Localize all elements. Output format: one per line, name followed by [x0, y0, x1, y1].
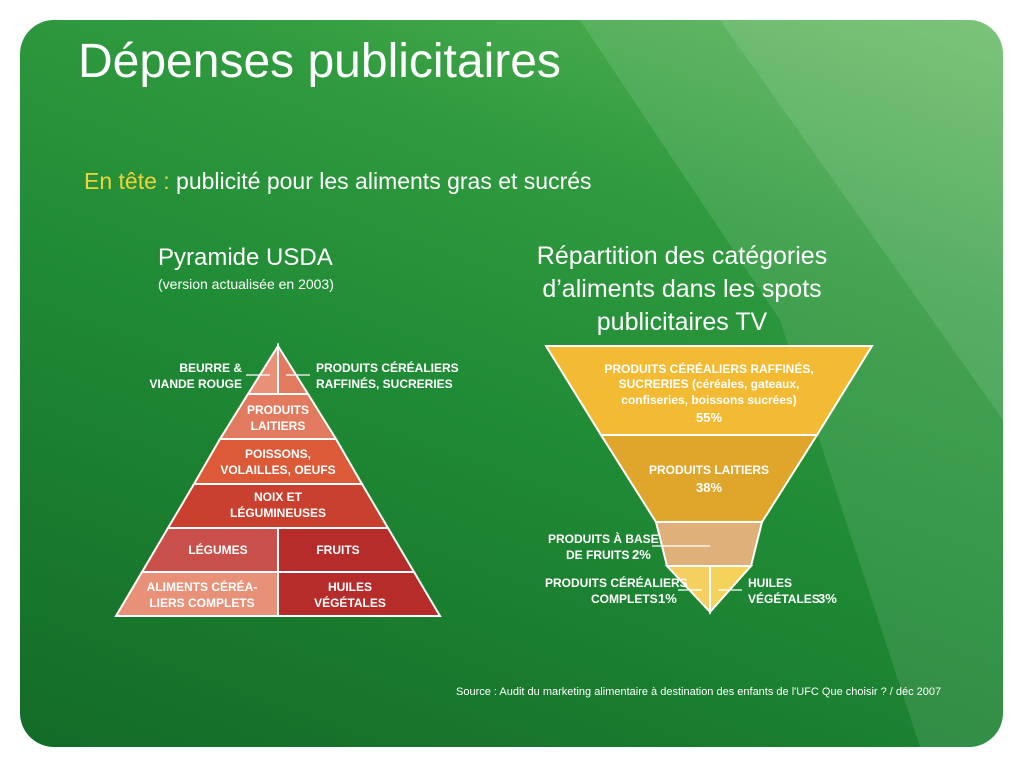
label-refined-1: PRODUITS CÉRÉALIERS: [316, 360, 459, 375]
label-butter-1: BEURRE &: [179, 361, 242, 375]
label-oils-1: HUILES: [328, 580, 372, 594]
pyramid-fish: [192, 438, 364, 485]
label-dairy-2: LAITIERS: [251, 419, 306, 433]
tv-chart-title: Répartition des catégories d’aliments da…: [536, 242, 828, 336]
pyramid-subtitle: (version actualisée en 2003): [158, 276, 334, 292]
pyramid-title: Pyramide USDA: [158, 244, 333, 271]
tv-label-refined-3: confiseries, boissons sucrées): [621, 393, 796, 407]
tv-segment-oils: [709, 565, 754, 615]
tv-label-oils-2: VÉGÉTALES: [748, 591, 820, 606]
label-fish-1: POISSONS,: [245, 447, 311, 461]
slide-title: Dépenses publicitaires: [78, 35, 561, 88]
slide-subtitle: En tête : publicité pour les aliments gr…: [84, 168, 592, 195]
source-note: Source : Audit du marketing alimentaire …: [456, 686, 942, 698]
pyramid-apex-left: [246, 342, 279, 395]
label-fish-2: VOLAILLES, OEUFS: [220, 463, 335, 477]
tv-label-refined-1: PRODUITS CÉRÉALIERS RAFFINÉS,: [604, 361, 813, 376]
pyramid-oils: [277, 571, 442, 617]
tv-segment-fruits: [654, 521, 764, 567]
label-dairy-1: PRODUITS: [247, 403, 309, 417]
tv-label-fruits-2: DE FRUITS: [566, 548, 629, 562]
tv-label-fruits-1: PRODUITS À BASE: [548, 531, 659, 546]
tv-label-whole-1: PRODUITS CÉRÉALIERS: [545, 575, 688, 590]
subtitle-lead: En tête :: [84, 168, 170, 194]
label-whole-1: ALIMENTS CÉRÉA-: [147, 579, 258, 594]
label-nuts-2: LÉGUMINEUSES: [230, 505, 326, 520]
label-butter-2: VIANDE ROUGE: [149, 377, 242, 391]
tv-inverted-pyramid: PRODUITS CÉRÉALIERS RAFFINÉS, SUCRERIES …: [544, 345, 874, 615]
subtitle-rest: publicité pour les aliments gras et sucr…: [169, 168, 592, 194]
usda-pyramid: BEURRE & VIANDE ROUGE PRODUITS CÉRÉALIER…: [114, 342, 459, 617]
label-whole-2: LIERS COMPLETS: [149, 596, 254, 610]
tv-label-oils-1: HUILES: [748, 576, 792, 590]
tv-pct-refined: 55%: [696, 410, 722, 425]
label-vegetables: LÉGUMES: [188, 542, 247, 557]
tv-label-whole-2: COMPLETS: [591, 592, 658, 606]
tv-pct-whole: 1%: [658, 591, 677, 606]
tv-label-refined-2: SUCRERIES (céréales, gateaux,: [619, 377, 800, 391]
tv-pct-oils: 3%: [818, 591, 837, 606]
tv-label-dairy: PRODUITS LAITIERS: [649, 463, 769, 477]
label-oils-2: VÉGÉTALES: [314, 595, 386, 610]
label-fruits: FRUITS: [316, 543, 359, 557]
tv-pct-dairy: 38%: [696, 480, 722, 495]
label-refined-2: RAFFINÉS, SUCRERIES: [316, 376, 453, 391]
tv-segment-dairy: [599, 434, 819, 523]
label-nuts-1: NOIX ET: [254, 490, 303, 504]
pyramid-apex-right: [277, 342, 310, 395]
tv-pct-fruits: 2%: [632, 547, 651, 562]
